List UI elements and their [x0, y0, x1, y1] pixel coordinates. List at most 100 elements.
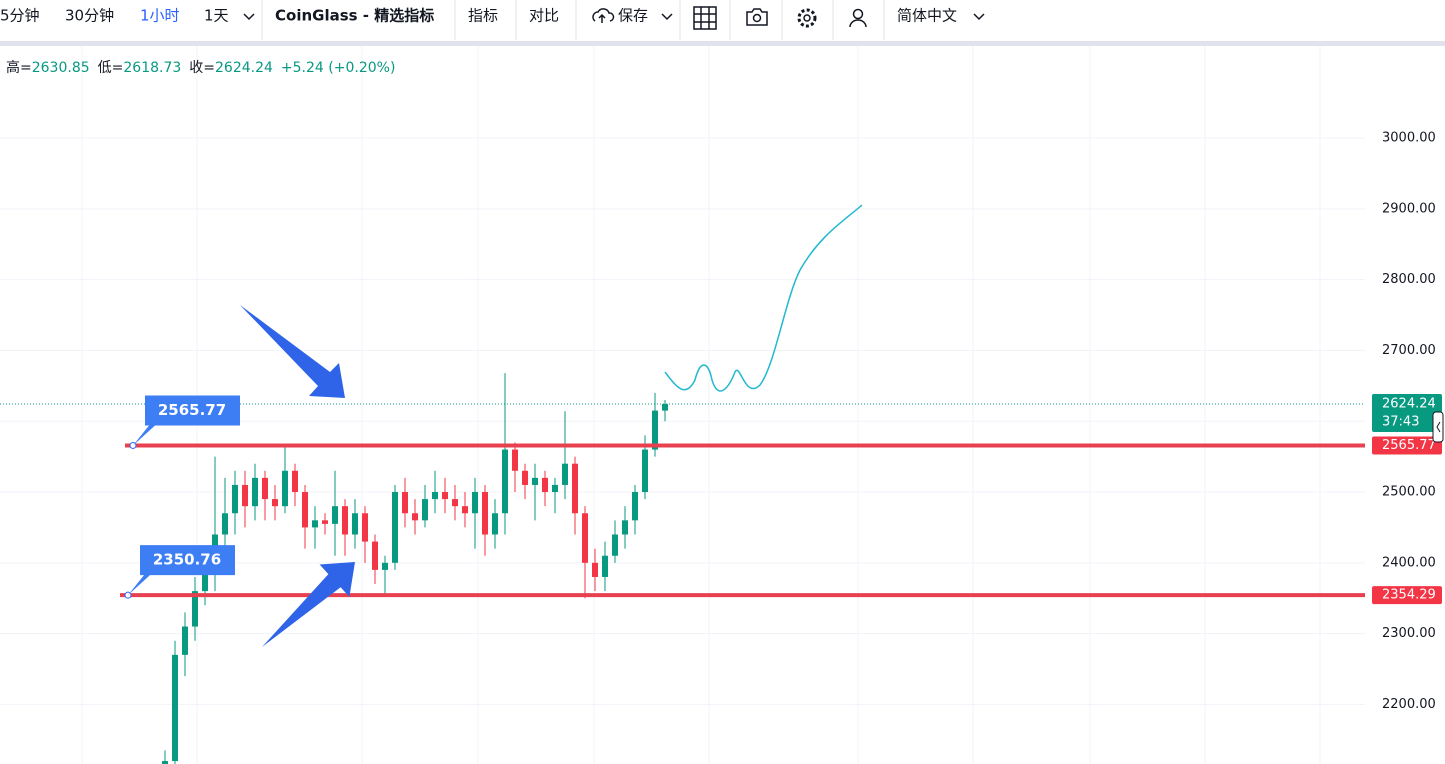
candle-body — [372, 541, 378, 570]
save-icon[interactable] — [592, 8, 615, 23]
save-button[interactable]: 保存 — [618, 7, 648, 25]
candle-body — [262, 477, 268, 500]
language-button[interactable]: 简体中文 — [897, 7, 957, 25]
candle-body — [402, 492, 408, 514]
candle-body — [632, 492, 638, 521]
candle-body — [642, 449, 648, 493]
y-tick-label: 2700.00 — [1382, 343, 1436, 358]
candle-body — [492, 513, 498, 535]
candle-body — [222, 513, 228, 535]
layout-icon[interactable] — [693, 6, 717, 30]
level-bubble-label: 2565.77 — [158, 401, 226, 419]
candle-body — [482, 492, 488, 535]
candle-body — [512, 449, 518, 471]
candle-body — [342, 506, 348, 535]
svg-text:高=2630.85低=2618.73收=2624.24+5.: 高=2630.85 低=2618.73 收=2624.24 +5.24 (+0.20%… — [6, 59, 395, 76]
dropdown-icon[interactable] — [973, 13, 985, 21]
settings-center — [803, 14, 811, 22]
y-tick-label: 2200.00 — [1382, 697, 1436, 712]
candle-body — [182, 626, 188, 655]
price-axis-labels: 2100.002200.002300.002400.002500.002600.… — [1372, 131, 1442, 712]
y-tick-label: 2500.00 — [1382, 485, 1436, 500]
candle-body — [532, 477, 538, 485]
y-tick-label: 2400.00 — [1382, 555, 1436, 570]
candle-body — [162, 761, 168, 764]
level-bubble-label: 2350.76 — [153, 551, 221, 569]
candle-body — [612, 534, 618, 556]
compare-button[interactable]: 对比 — [529, 7, 559, 25]
candle-body — [572, 463, 578, 514]
last-price-label: 2624.24 — [1382, 397, 1436, 412]
legend-label: 低= — [98, 60, 124, 76]
interval-button[interactable]: 30分钟 — [65, 7, 114, 25]
level-bubble — [133, 395, 240, 446]
interval-button[interactable]: 5分钟 — [0, 7, 40, 25]
y-tick-label: 3000.00 — [1382, 131, 1436, 146]
interval-button[interactable]: 1天 — [204, 7, 229, 25]
candle-body — [502, 449, 508, 514]
legend-value: 2618.73 — [123, 60, 181, 76]
y-tick-label: 2900.00 — [1382, 201, 1436, 216]
candle-body — [272, 499, 278, 507]
toolbar: 5分钟 30分钟 1小时 1天 CoinGlass - 精选指标 指标 对比 保… — [0, 0, 1445, 46]
last-price-tag — [1372, 394, 1442, 433]
legend-label: 高= — [6, 59, 32, 76]
candle-body — [252, 477, 258, 507]
account-body — [849, 19, 867, 28]
candle-body — [392, 492, 398, 563]
settings-icon[interactable] — [797, 8, 817, 28]
candle-body — [662, 404, 668, 411]
candle-body — [172, 654, 178, 762]
candle-body — [352, 513, 358, 535]
scroll-handle-icon — [1436, 421, 1441, 433]
dropdown-icon[interactable] — [243, 13, 255, 21]
legend-value: 2630.85 — [32, 60, 90, 76]
arrow-annotation — [240, 305, 345, 398]
indicators-button[interactable]: 指标 — [468, 7, 498, 25]
snapshot-lens — [752, 13, 762, 23]
legend-change: +5.24 (+0.20%) — [281, 60, 395, 76]
grid — [0, 46, 1365, 764]
candle-body — [312, 520, 318, 528]
candle-body — [462, 506, 468, 514]
level-bubble — [128, 545, 235, 596]
level-price-tag — [1372, 586, 1442, 605]
dropdown-icon[interactable] — [661, 13, 673, 21]
y-tick-label: 2800.00 — [1382, 272, 1436, 287]
candle-body — [282, 470, 288, 507]
ohlc-legend: 高=2630.85 低=2618.73 收=2624.24 +5.24 (+0.20%… — [6, 59, 395, 76]
candle-body — [422, 499, 428, 521]
candle-body — [562, 463, 568, 485]
candle-body — [362, 513, 368, 542]
interval-button[interactable]: 1小时 — [140, 7, 180, 25]
projection-drawing — [664, 204, 863, 392]
level-price-tag — [1372, 436, 1442, 455]
candle-body — [602, 555, 608, 577]
candle-body — [202, 569, 208, 592]
level-price-label: 2565.77 — [1382, 438, 1436, 453]
candle-body — [332, 506, 338, 524]
candle-body — [472, 492, 478, 514]
scroll-handle[interactable] — [1432, 411, 1444, 443]
candle-body — [232, 484, 238, 514]
snapshot-icon[interactable] — [746, 8, 768, 26]
toolbar-divider — [0, 41, 1445, 46]
candle-body — [522, 470, 528, 485]
y-tick-label: 2300.00 — [1382, 626, 1436, 641]
candle-body — [432, 492, 438, 500]
candle-body — [412, 513, 418, 521]
candle-body — [552, 484, 558, 493]
candle-body — [452, 499, 458, 507]
candle-body — [652, 410, 658, 450]
account-icon[interactable] — [852, 8, 864, 20]
candle-body — [542, 477, 548, 493]
legend-label: 收= — [189, 60, 215, 76]
candle-body — [442, 492, 448, 500]
countdown-label: 37:43 — [1382, 415, 1419, 430]
candle-body — [592, 562, 598, 577]
indicator-template[interactable]: CoinGlass - 精选指标 — [275, 7, 434, 25]
candle-body — [302, 492, 308, 528]
candle-body — [622, 520, 628, 535]
